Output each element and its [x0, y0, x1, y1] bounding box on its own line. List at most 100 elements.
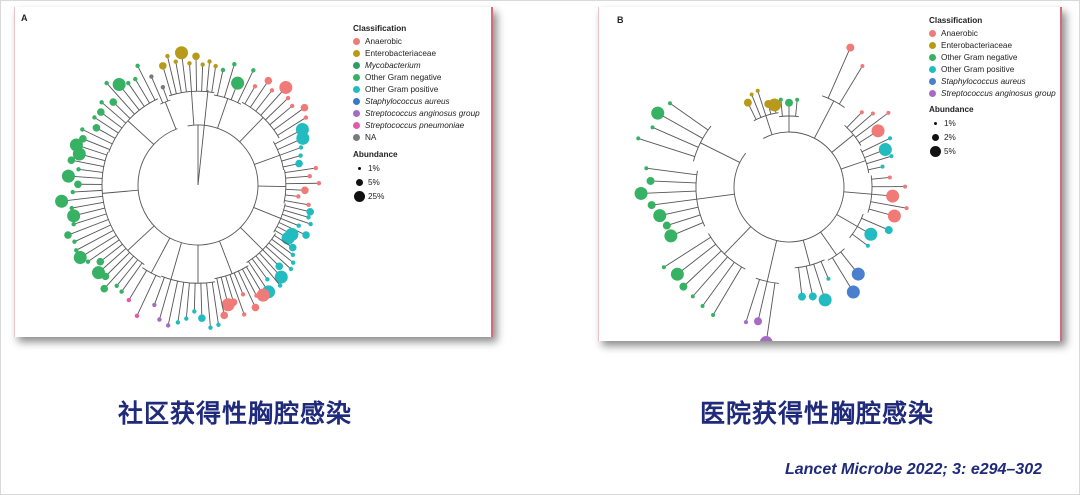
tree-tip-other_gram_positive [865, 243, 870, 248]
tree-clade-arc [114, 232, 145, 265]
tree-clade-arc [692, 125, 712, 162]
tree-tip-anaerobic [254, 293, 259, 298]
abundance-dot [355, 178, 363, 186]
tree-tip-branch [200, 283, 203, 319]
panel-a-label: A [21, 13, 28, 23]
tree-tip-other_gram_positive [306, 215, 311, 220]
tree-tip-anaerobic [886, 189, 900, 203]
tree-branch [831, 134, 854, 153]
tree-tip-enterobacteriaceae [207, 59, 212, 64]
tree-tip-other_gram_positive [192, 309, 197, 314]
abundance-dot [357, 166, 361, 170]
tree-tip-branch [280, 218, 299, 227]
tree-tip-branch [229, 274, 245, 315]
tree-tip-other_gram_positive [295, 159, 303, 168]
tree-tip-branch [871, 177, 890, 180]
abundance-item: 1% [353, 161, 480, 175]
tree-tip-other_gram_negative [661, 265, 666, 270]
tree-branch [700, 142, 740, 163]
tree-tip-other_gram_negative [99, 100, 104, 105]
tree-tip-branch [284, 200, 309, 206]
tree-tip-other_gram_negative [119, 289, 124, 294]
tree-tip-other_gram_positive [274, 270, 288, 284]
tree-tip-anaerobic [887, 209, 901, 223]
tree-clade-arc [827, 248, 845, 261]
legend-item: Streptococcus anginosus group [353, 107, 480, 119]
tree-tip-branch [185, 282, 190, 319]
tree-tip-branch [640, 190, 697, 194]
tree-clade-arc [241, 101, 280, 139]
tree-tip-other_gram_positive [290, 252, 296, 257]
tree-tip-other_gram_negative [76, 167, 81, 172]
tree-tip-other_gram_negative [220, 67, 226, 73]
tree-clade-arc [283, 169, 287, 204]
legend-item: Mycobacterium [353, 59, 480, 71]
caption-hospital-acquired: 医院获得性胸腔感染 [700, 399, 935, 428]
tree-tip-branch [650, 180, 697, 184]
tree-tip-other_gram_negative [73, 251, 87, 265]
tree-tip-branch [663, 236, 711, 268]
tree-tip-branch [284, 205, 311, 213]
tree-tip-anaerobic [256, 288, 270, 302]
tree-tip-branch [175, 61, 182, 93]
tree-tip-other_gram_negative [664, 229, 678, 243]
tree-tip-enterobacteriaceae [159, 62, 167, 70]
tree-tip-branch [683, 250, 722, 287]
legend-item-label: Enterobacteriaceae [365, 48, 437, 58]
tree-tip-other_gram_negative [646, 176, 655, 185]
tree-tip-anaerobic [904, 206, 909, 211]
tree-clade-arc [273, 203, 286, 233]
tree-tip-other_gram_positive [277, 283, 283, 288]
tree-tip-other_gram_negative [92, 115, 97, 120]
tree-clade-arc [180, 281, 216, 284]
tree-tip-other_gram_positive [826, 276, 831, 281]
legend-swatch [929, 41, 936, 49]
tree-tip-branch [820, 261, 829, 279]
abundance-dot [353, 190, 365, 202]
tree-tip-branch [112, 101, 131, 119]
tree-tip-branch [284, 167, 316, 173]
tree-tip-enterobacteriaceae [768, 98, 782, 112]
tree-tip-na [160, 85, 166, 90]
tree-tip-branch [262, 249, 280, 267]
tree-tip-branch [757, 90, 767, 116]
legend-swatch [353, 85, 360, 93]
tree-tip-branch [237, 70, 254, 103]
tree-tip-branch [255, 89, 273, 112]
tree-tip-branch [852, 233, 869, 247]
tree-tip-strep_anginosus [157, 317, 162, 322]
tree-tip-branch [765, 282, 776, 341]
tree-tip-other_gram_negative [653, 209, 667, 223]
tree-tip-staph_aureus [846, 285, 860, 299]
legend-item: NA [353, 131, 480, 143]
legend-item: Anaerobic [929, 27, 1056, 39]
tree-tip-branch [116, 259, 139, 287]
tree-tip-branch [250, 80, 269, 108]
tree-branch [843, 191, 872, 195]
legend-swatch [353, 121, 360, 129]
tree-tip-branch [795, 99, 798, 117]
tree-tip-other_gram_negative [634, 186, 648, 200]
tree-tip-branch [646, 167, 697, 176]
tree-tip-other_gram_negative [647, 201, 656, 210]
tree-tip-other_gram_positive [175, 320, 181, 325]
tree-root-branch [197, 89, 209, 186]
tree-tip-branch [242, 268, 257, 296]
tree-tip-branch [827, 47, 851, 99]
tree-tip-other_gram_positive [265, 277, 270, 282]
legend-item: Other Gram positive [353, 83, 480, 95]
tree-tip-other_gram_positive [275, 262, 284, 271]
abundance-label: 1% [368, 163, 380, 173]
legend-item: Streptococcus anginosus group [929, 87, 1056, 99]
tree-tip-other_gram_negative [70, 189, 75, 195]
tree-tip-other_gram_negative [135, 63, 140, 69]
tree-tip-branch [82, 129, 113, 145]
phylogenetic-tree-b [634, 43, 909, 341]
tree-tip-other_gram_positive [884, 226, 893, 235]
tree-tip-branch [838, 65, 863, 105]
legend-swatch [929, 53, 936, 61]
abundance-dot [933, 121, 937, 125]
tree-tip-other_gram_negative [785, 98, 793, 107]
legend-item: Other Gram negative [353, 71, 480, 83]
tree-tip-other_gram_negative [80, 127, 85, 132]
